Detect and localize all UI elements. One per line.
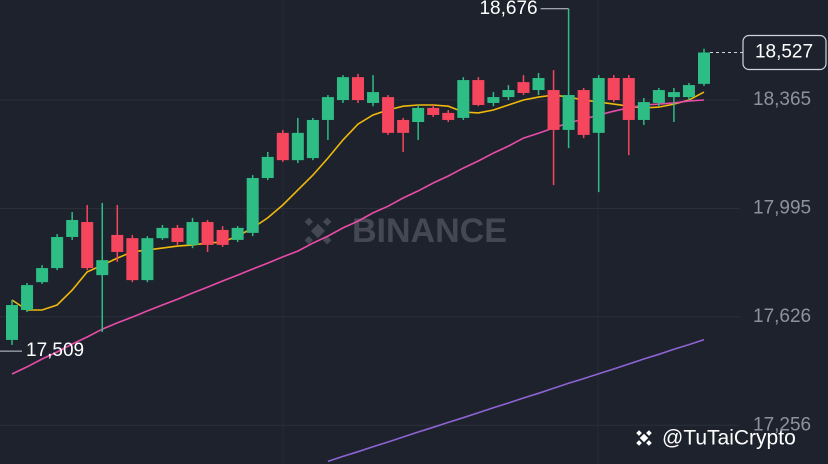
candle-body: [21, 285, 34, 311]
candle-body: [246, 178, 259, 233]
candle-body: [397, 119, 410, 133]
candle-body: [201, 222, 214, 245]
candle-body: [427, 107, 440, 115]
candle-body: [382, 97, 395, 133]
candle-body: [66, 219, 79, 237]
candle-body: [367, 92, 380, 103]
candle-body: [652, 90, 665, 103]
candle-body: [111, 234, 124, 252]
last-price-box: [742, 34, 827, 71]
candle-body: [261, 156, 274, 179]
candle-body: [291, 132, 304, 161]
candle-body: [306, 119, 319, 159]
candle-body: [592, 78, 605, 133]
candle-body: [607, 78, 620, 101]
candle-body: [126, 238, 139, 281]
watermark-text: BINANCE: [352, 212, 507, 250]
moving-average-line: [327, 338, 705, 463]
candle-body: [637, 102, 650, 120]
candle-body: [622, 78, 635, 120]
y-tick-label: 17,626: [753, 306, 811, 327]
candle-body: [698, 52, 710, 84]
y-tick-label: 18,365: [753, 89, 811, 110]
candle-body: [577, 90, 590, 135]
credit: @TuTaiCrypto: [662, 427, 796, 450]
last-price-label: 18,527: [755, 42, 813, 63]
candle-body: [36, 268, 49, 283]
candle-body: [517, 82, 530, 93]
candle-body: [321, 97, 334, 120]
candle-body: [412, 107, 425, 123]
candle-body: [276, 132, 289, 161]
y-tick-label: 17,256: [753, 414, 811, 435]
candle-body: [81, 222, 94, 269]
candle-body: [667, 92, 680, 98]
candle-body: [96, 260, 109, 276]
candle-body: [562, 95, 575, 130]
candle-body: [502, 90, 515, 98]
candle-body: [487, 97, 500, 103]
candle-body: [352, 77, 364, 101]
candle-body: [231, 227, 244, 240]
annotation-label: 18,676: [479, 0, 537, 19]
candle-body: [171, 227, 184, 242]
candle-body: [216, 229, 229, 245]
candle-body: [51, 236, 64, 269]
candle-body: [141, 238, 154, 281]
candle-body: [457, 80, 470, 118]
candle-body: [442, 112, 455, 120]
candle-body: [6, 305, 18, 340]
y-tick-label: 17,995: [753, 198, 811, 219]
candle-body: [472, 80, 485, 106]
annotation-label: 17,509: [26, 340, 84, 361]
candle-body: [532, 78, 545, 91]
candle-body: [336, 77, 349, 101]
candle-body: [547, 90, 560, 130]
candle-body: [156, 227, 169, 239]
candle-body: [682, 85, 695, 98]
candle-body: [186, 222, 199, 245]
